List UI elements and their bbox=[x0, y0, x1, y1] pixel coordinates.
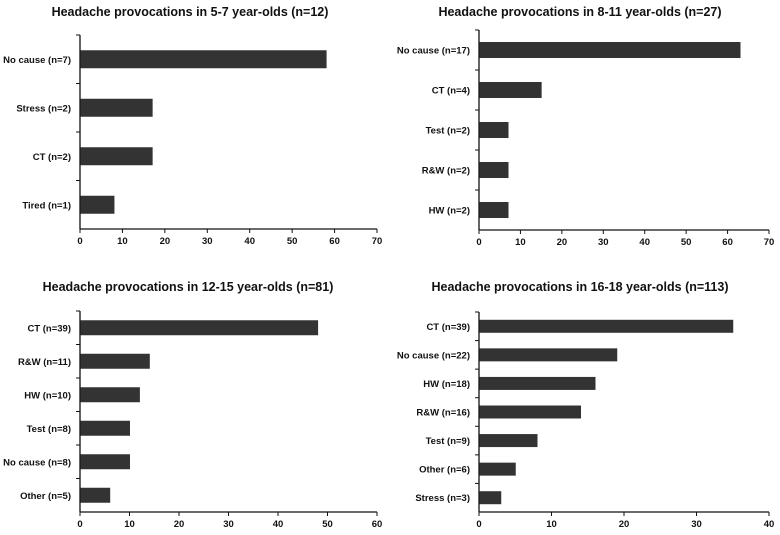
x-tick-label: 50 bbox=[681, 237, 692, 248]
chart-title: Headache provocations in 8-11 year-olds … bbox=[438, 5, 721, 19]
bar bbox=[479, 42, 741, 58]
bar bbox=[80, 487, 111, 503]
bar bbox=[80, 387, 140, 403]
bar bbox=[80, 454, 130, 470]
category-label: HW (n=2) bbox=[429, 206, 470, 217]
x-tick-label: 60 bbox=[722, 237, 733, 248]
bar bbox=[479, 434, 538, 448]
category-label: Tired (n=1) bbox=[22, 200, 71, 211]
category-label: CT (n=39) bbox=[27, 323, 71, 334]
bar bbox=[80, 420, 130, 436]
chart-panel-3: Headache provocations in 12-15 year-olds… bbox=[3, 280, 382, 530]
category-label: Stress (n=2) bbox=[16, 103, 71, 114]
x-tick-label: 30 bbox=[223, 519, 234, 530]
x-tick-label: 20 bbox=[557, 237, 568, 248]
chart-panel-2: Headache provocations in 8-11 year-olds … bbox=[397, 5, 774, 248]
x-tick-label: 10 bbox=[124, 519, 135, 530]
x-tick-label: 20 bbox=[160, 236, 171, 247]
category-label: R&W (n=2) bbox=[422, 166, 470, 177]
bar bbox=[479, 82, 542, 98]
bar bbox=[479, 491, 502, 505]
category-label: Test (n=9) bbox=[426, 436, 470, 447]
bar bbox=[80, 195, 115, 214]
category-label: CT (n=4) bbox=[432, 86, 470, 97]
x-tick-label: 30 bbox=[202, 236, 213, 247]
category-label: R&W (n=16) bbox=[416, 408, 470, 419]
category-label: HW (n=10) bbox=[24, 390, 71, 401]
x-tick-label: 0 bbox=[476, 237, 481, 248]
x-tick-label: 70 bbox=[764, 237, 775, 248]
x-tick-label: 30 bbox=[598, 237, 609, 248]
x-tick-label: 40 bbox=[244, 236, 255, 247]
bar bbox=[80, 353, 150, 369]
chart-panel-4: Headache provocations in 16-18 year-olds… bbox=[397, 280, 774, 530]
x-tick-label: 40 bbox=[273, 519, 284, 530]
x-tick-label: 60 bbox=[372, 519, 383, 530]
category-label: Stress (n=3) bbox=[415, 493, 470, 504]
bar bbox=[479, 376, 596, 390]
bar bbox=[479, 122, 509, 138]
bar bbox=[479, 348, 618, 362]
category-label: No cause (n=17) bbox=[397, 46, 470, 57]
x-tick-label: 20 bbox=[174, 519, 185, 530]
bar bbox=[80, 320, 319, 336]
category-label: R&W (n=11) bbox=[18, 357, 71, 368]
bar bbox=[479, 162, 509, 178]
category-label: CT (n=2) bbox=[33, 152, 71, 163]
chart-title: Headache provocations in 16-18 year-olds… bbox=[432, 280, 729, 294]
category-label: Test (n=2) bbox=[426, 126, 470, 137]
x-tick-label: 60 bbox=[329, 236, 340, 247]
chart-title: Headache provocations in 5-7 year-olds (… bbox=[52, 5, 329, 19]
bar bbox=[80, 98, 153, 117]
x-tick-label: 0 bbox=[77, 519, 82, 530]
chart-panel-1: Headache provocations in 5-7 year-olds (… bbox=[3, 5, 382, 247]
category-label: Other (n=5) bbox=[20, 491, 71, 502]
category-label: Test (n=8) bbox=[27, 424, 71, 435]
x-tick-label: 40 bbox=[639, 237, 650, 248]
x-tick-label: 10 bbox=[515, 237, 526, 248]
category-label: No cause (n=22) bbox=[397, 350, 470, 361]
bar bbox=[80, 147, 153, 166]
x-tick-label: 10 bbox=[546, 519, 557, 530]
x-tick-label: 70 bbox=[372, 236, 383, 247]
bar bbox=[479, 405, 581, 419]
x-tick-label: 50 bbox=[287, 236, 298, 247]
category-label: HW (n=18) bbox=[423, 379, 470, 390]
x-tick-label: 0 bbox=[476, 519, 481, 530]
x-tick-label: 10 bbox=[117, 236, 128, 247]
bar bbox=[80, 50, 327, 69]
bar bbox=[479, 202, 509, 218]
category-label: No cause (n=7) bbox=[3, 55, 71, 66]
x-tick-label: 30 bbox=[691, 519, 702, 530]
chart-title: Headache provocations in 12-15 year-olds… bbox=[43, 280, 334, 294]
category-label: Other (n=6) bbox=[419, 465, 470, 476]
x-tick-label: 20 bbox=[619, 519, 630, 530]
x-tick-label: 50 bbox=[322, 519, 333, 530]
x-tick-label: 40 bbox=[764, 519, 775, 530]
category-label: CT (n=39) bbox=[426, 322, 470, 333]
bar bbox=[479, 319, 734, 333]
bar bbox=[479, 462, 516, 476]
category-label: No cause (n=8) bbox=[3, 457, 71, 468]
x-tick-label: 0 bbox=[77, 236, 82, 247]
